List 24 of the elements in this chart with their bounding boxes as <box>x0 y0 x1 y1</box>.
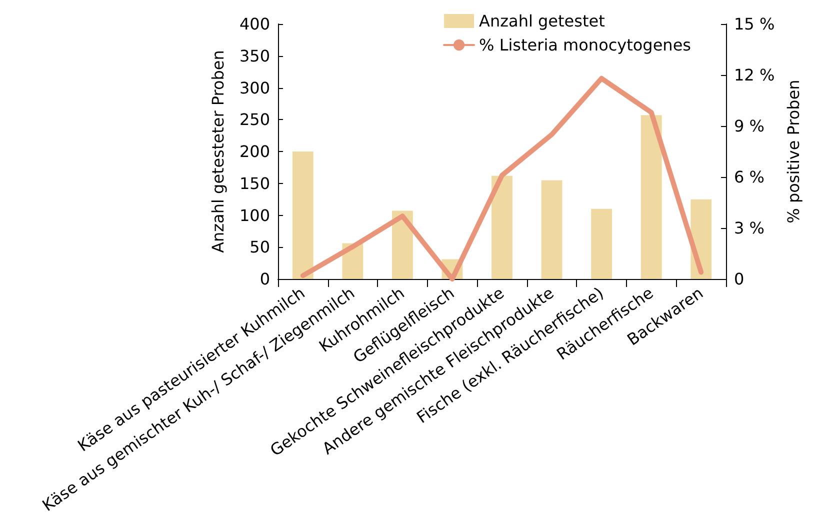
bar <box>640 115 662 279</box>
y-axis-title: Anzahl getesteter Proben <box>208 50 228 253</box>
bar <box>292 152 314 279</box>
y-tick-label: 150 <box>239 174 270 193</box>
y-tick-label: 300 <box>239 78 270 98</box>
legend-label: Anzahl getestet <box>479 12 605 30</box>
bar <box>541 180 562 279</box>
bar <box>492 176 512 279</box>
y2-tick-label: 9 % <box>734 116 764 136</box>
y-tick-label: 350 <box>239 46 270 66</box>
y2-axis-title: % positive Proben <box>784 80 804 224</box>
y-tick-label: 0 <box>260 270 270 288</box>
legend-label: % Listeria monocytogenes <box>479 36 691 54</box>
y2-tick-label: 15 % <box>734 14 775 34</box>
y2-tick-label: 3 % <box>734 218 764 238</box>
y2-tick-label: 0 <box>734 270 744 288</box>
bar <box>591 208 612 279</box>
y-tick-label: 100 <box>239 206 270 225</box>
y2-tick-label: 6 % <box>734 168 764 186</box>
y-tick-label: 50 <box>250 238 270 257</box>
y2-tick-label: 12 % <box>734 66 775 84</box>
y-tick-label: 400 <box>239 14 270 34</box>
y-tick-label: 200 <box>239 142 270 161</box>
y-tick-label: 250 <box>239 110 270 130</box>
